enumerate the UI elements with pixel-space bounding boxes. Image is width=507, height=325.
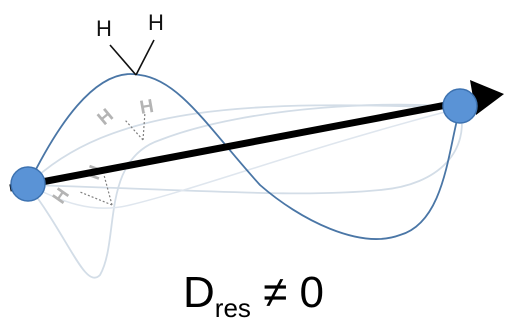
main-curve: [27, 73, 461, 240]
atom-h-mid-left: H: [94, 105, 118, 130]
node-left: [10, 166, 46, 202]
caption-symbol: D: [183, 268, 215, 317]
dotted-bond-low-right: [103, 174, 113, 206]
faint-curve-2: [27, 103, 461, 279]
dotted-bond-mid-right: [142, 111, 146, 141]
dipole-arrowhead: [470, 80, 504, 115]
residual-dipole-caption: Dres ≠ 0: [0, 268, 507, 323]
bond-top-left: [109, 44, 137, 76]
faint-curve-3: [27, 107, 461, 209]
atom-h-top-right: H: [148, 10, 164, 35]
atom-h-low-left: H: [49, 185, 74, 208]
atom-h-mid-right: H: [138, 96, 155, 119]
atom-h-top-left: H: [96, 16, 112, 41]
node-right: [442, 88, 478, 124]
dotted-bond-low-left: [79, 191, 113, 206]
caption-subscript: res: [214, 293, 251, 323]
faint-curve-1: [27, 104, 463, 195]
dotted-bond-mid-left: [124, 119, 144, 141]
bond-top-right: [135, 39, 155, 76]
dipole-arrow-shaft: [9, 95, 479, 192]
caption-relation: ≠ 0: [263, 268, 324, 317]
